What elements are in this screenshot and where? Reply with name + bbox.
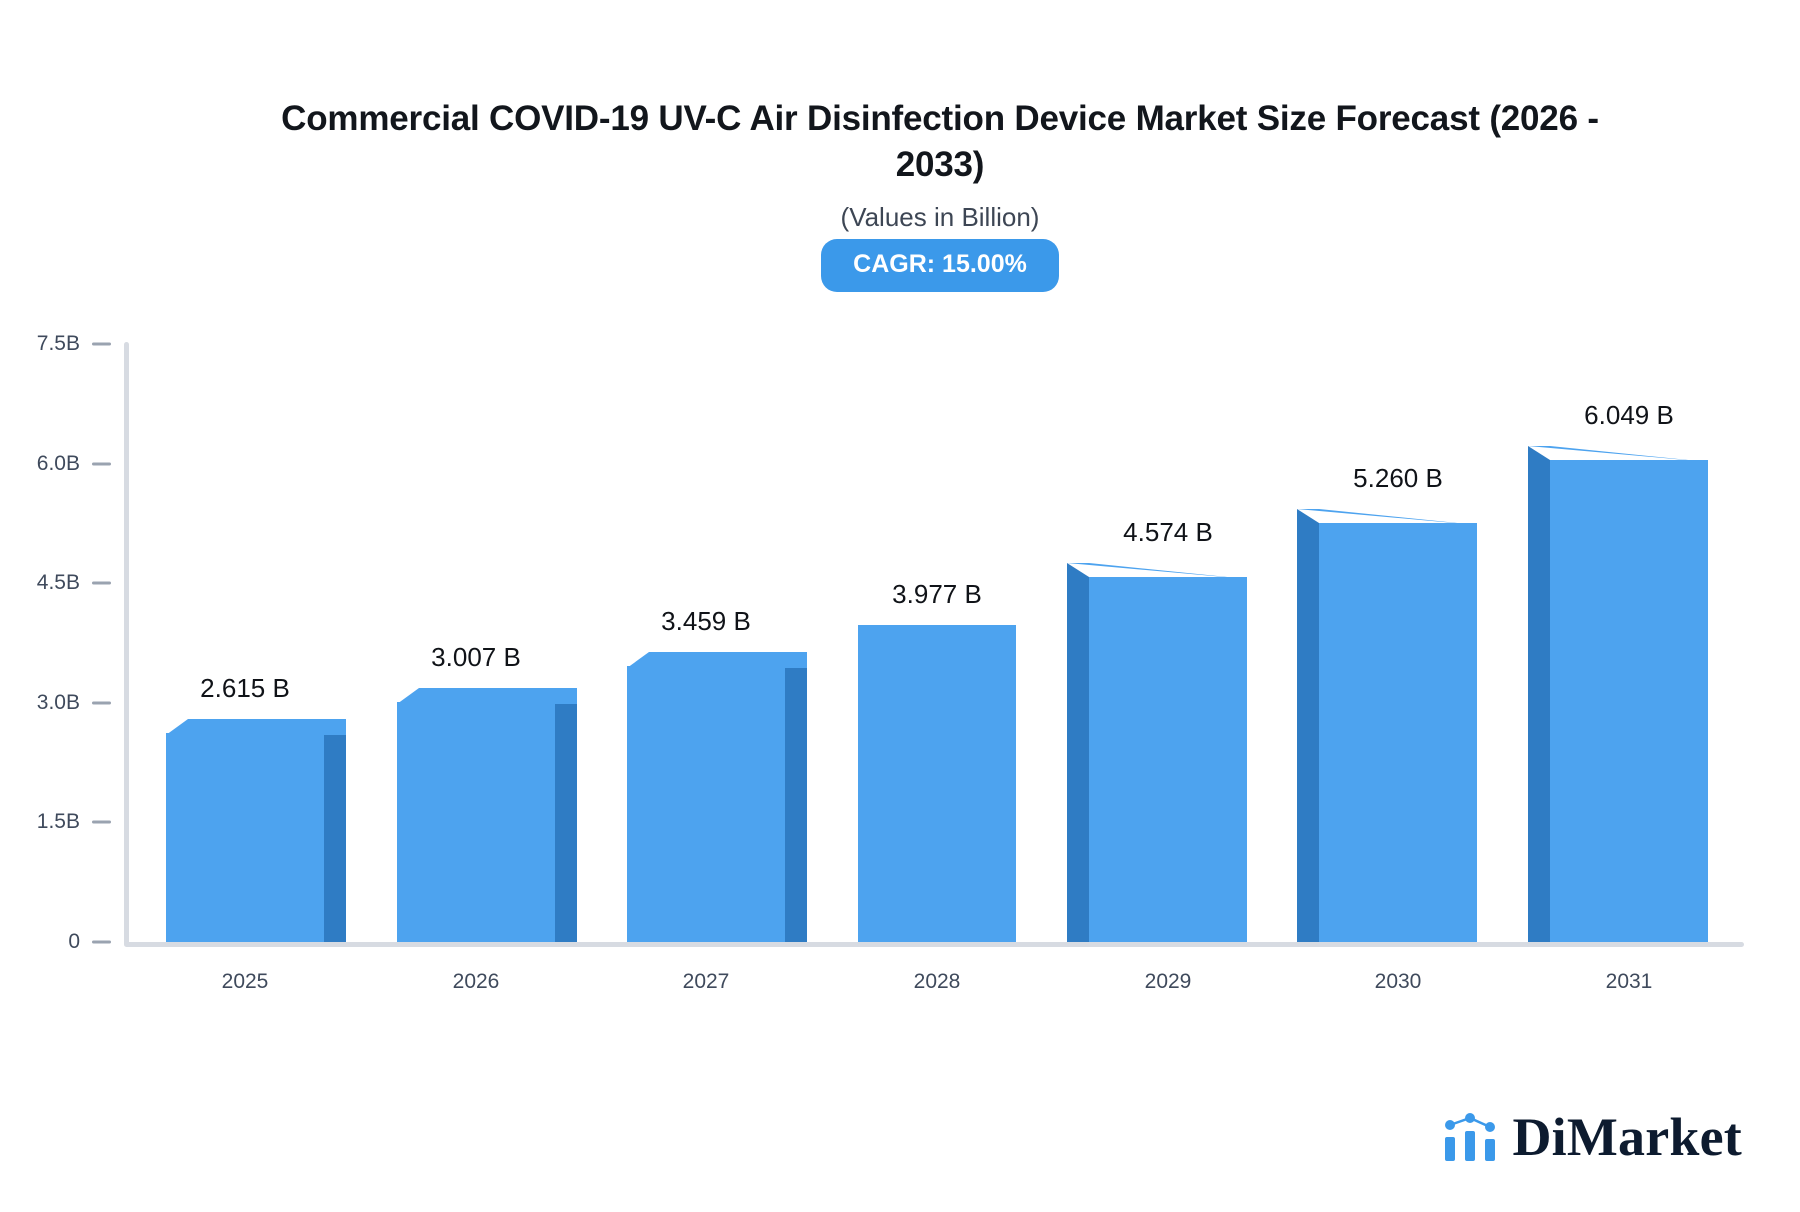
y-axis-tick-label: 0 [68, 930, 80, 953]
chart-header: Commercial COVID-19 UV-C Air Disinfectio… [120, 96, 1760, 293]
bar-front-face [166, 733, 324, 942]
y-axis-tick-label: 1.5B [36, 810, 80, 834]
y-axis-tick-label: 4.5B [36, 571, 80, 595]
bar-side-face [1528, 446, 1550, 942]
chart-title: Commercial COVID-19 UV-C Air Disinfectio… [281, 99, 1599, 185]
y-axis-tick-mark [92, 940, 111, 944]
bar-front-face [627, 666, 785, 942]
bar-front-face [397, 702, 555, 942]
bar-front-face [1550, 460, 1708, 942]
bar-top-face [1297, 509, 1477, 525]
cagr-badge: CAGR: 15.00% [821, 239, 1059, 293]
bar-side-face [785, 652, 807, 942]
y-axis-tick-mark [92, 342, 111, 346]
bar-top-face [1528, 446, 1708, 462]
bar-value-label: 3.007 B [431, 642, 521, 672]
y-axis-tick-label: 3.0B [36, 690, 80, 714]
bar-side-face [324, 719, 346, 942]
x-axis-tick-label: 2031 [1605, 970, 1653, 993]
bar-top-face [1067, 563, 1247, 579]
bar-front-face [858, 625, 1016, 942]
y-axis-tick-mark [92, 462, 111, 466]
bar-front-face [1319, 523, 1477, 942]
bar-value-label: 4.574 B [1123, 517, 1213, 547]
y-axis-tick-label: 7.5B [36, 332, 80, 355]
y-axis-tick-label: 6.0B [36, 451, 80, 475]
y-axis-tick-mark [92, 820, 111, 824]
x-axis-tick-label: 2028 [913, 970, 961, 993]
bar-front-face [1089, 577, 1247, 942]
brand-logo: DiMarket [1444, 1110, 1742, 1164]
chart-subtitle: (Values in Billion) [840, 202, 1040, 233]
bar-top-face [166, 719, 346, 735]
x-axis-tick-label: 2030 [1374, 970, 1422, 993]
y-axis-line [124, 342, 129, 946]
bar-side-face [1297, 509, 1319, 942]
bar-value-label: 6.049 B [1584, 400, 1674, 430]
y-axis-tick-mark [92, 581, 111, 585]
x-axis-tick-label: 2025 [221, 970, 269, 993]
x-axis-tick-label: 2029 [1144, 970, 1192, 993]
bar-value-label: 5.260 B [1353, 463, 1443, 493]
y-axis-tick-mark [92, 701, 111, 705]
bar-value-label: 3.459 B [661, 606, 751, 636]
bar-side-face [555, 688, 577, 942]
x-axis-tick-label: 2027 [682, 970, 730, 993]
brand-name: DiMarket [1512, 1107, 1742, 1167]
bar-top-face [627, 652, 807, 668]
bar-chart-icon [1445, 1113, 1496, 1161]
bar-value-label: 2.615 B [200, 673, 290, 703]
bar-top-face [397, 688, 577, 704]
x-axis-line [124, 942, 1744, 947]
x-axis-tick-label: 2026 [452, 970, 500, 993]
bar-side-face [1067, 563, 1089, 942]
bar-value-label: 3.977 B [892, 579, 982, 609]
